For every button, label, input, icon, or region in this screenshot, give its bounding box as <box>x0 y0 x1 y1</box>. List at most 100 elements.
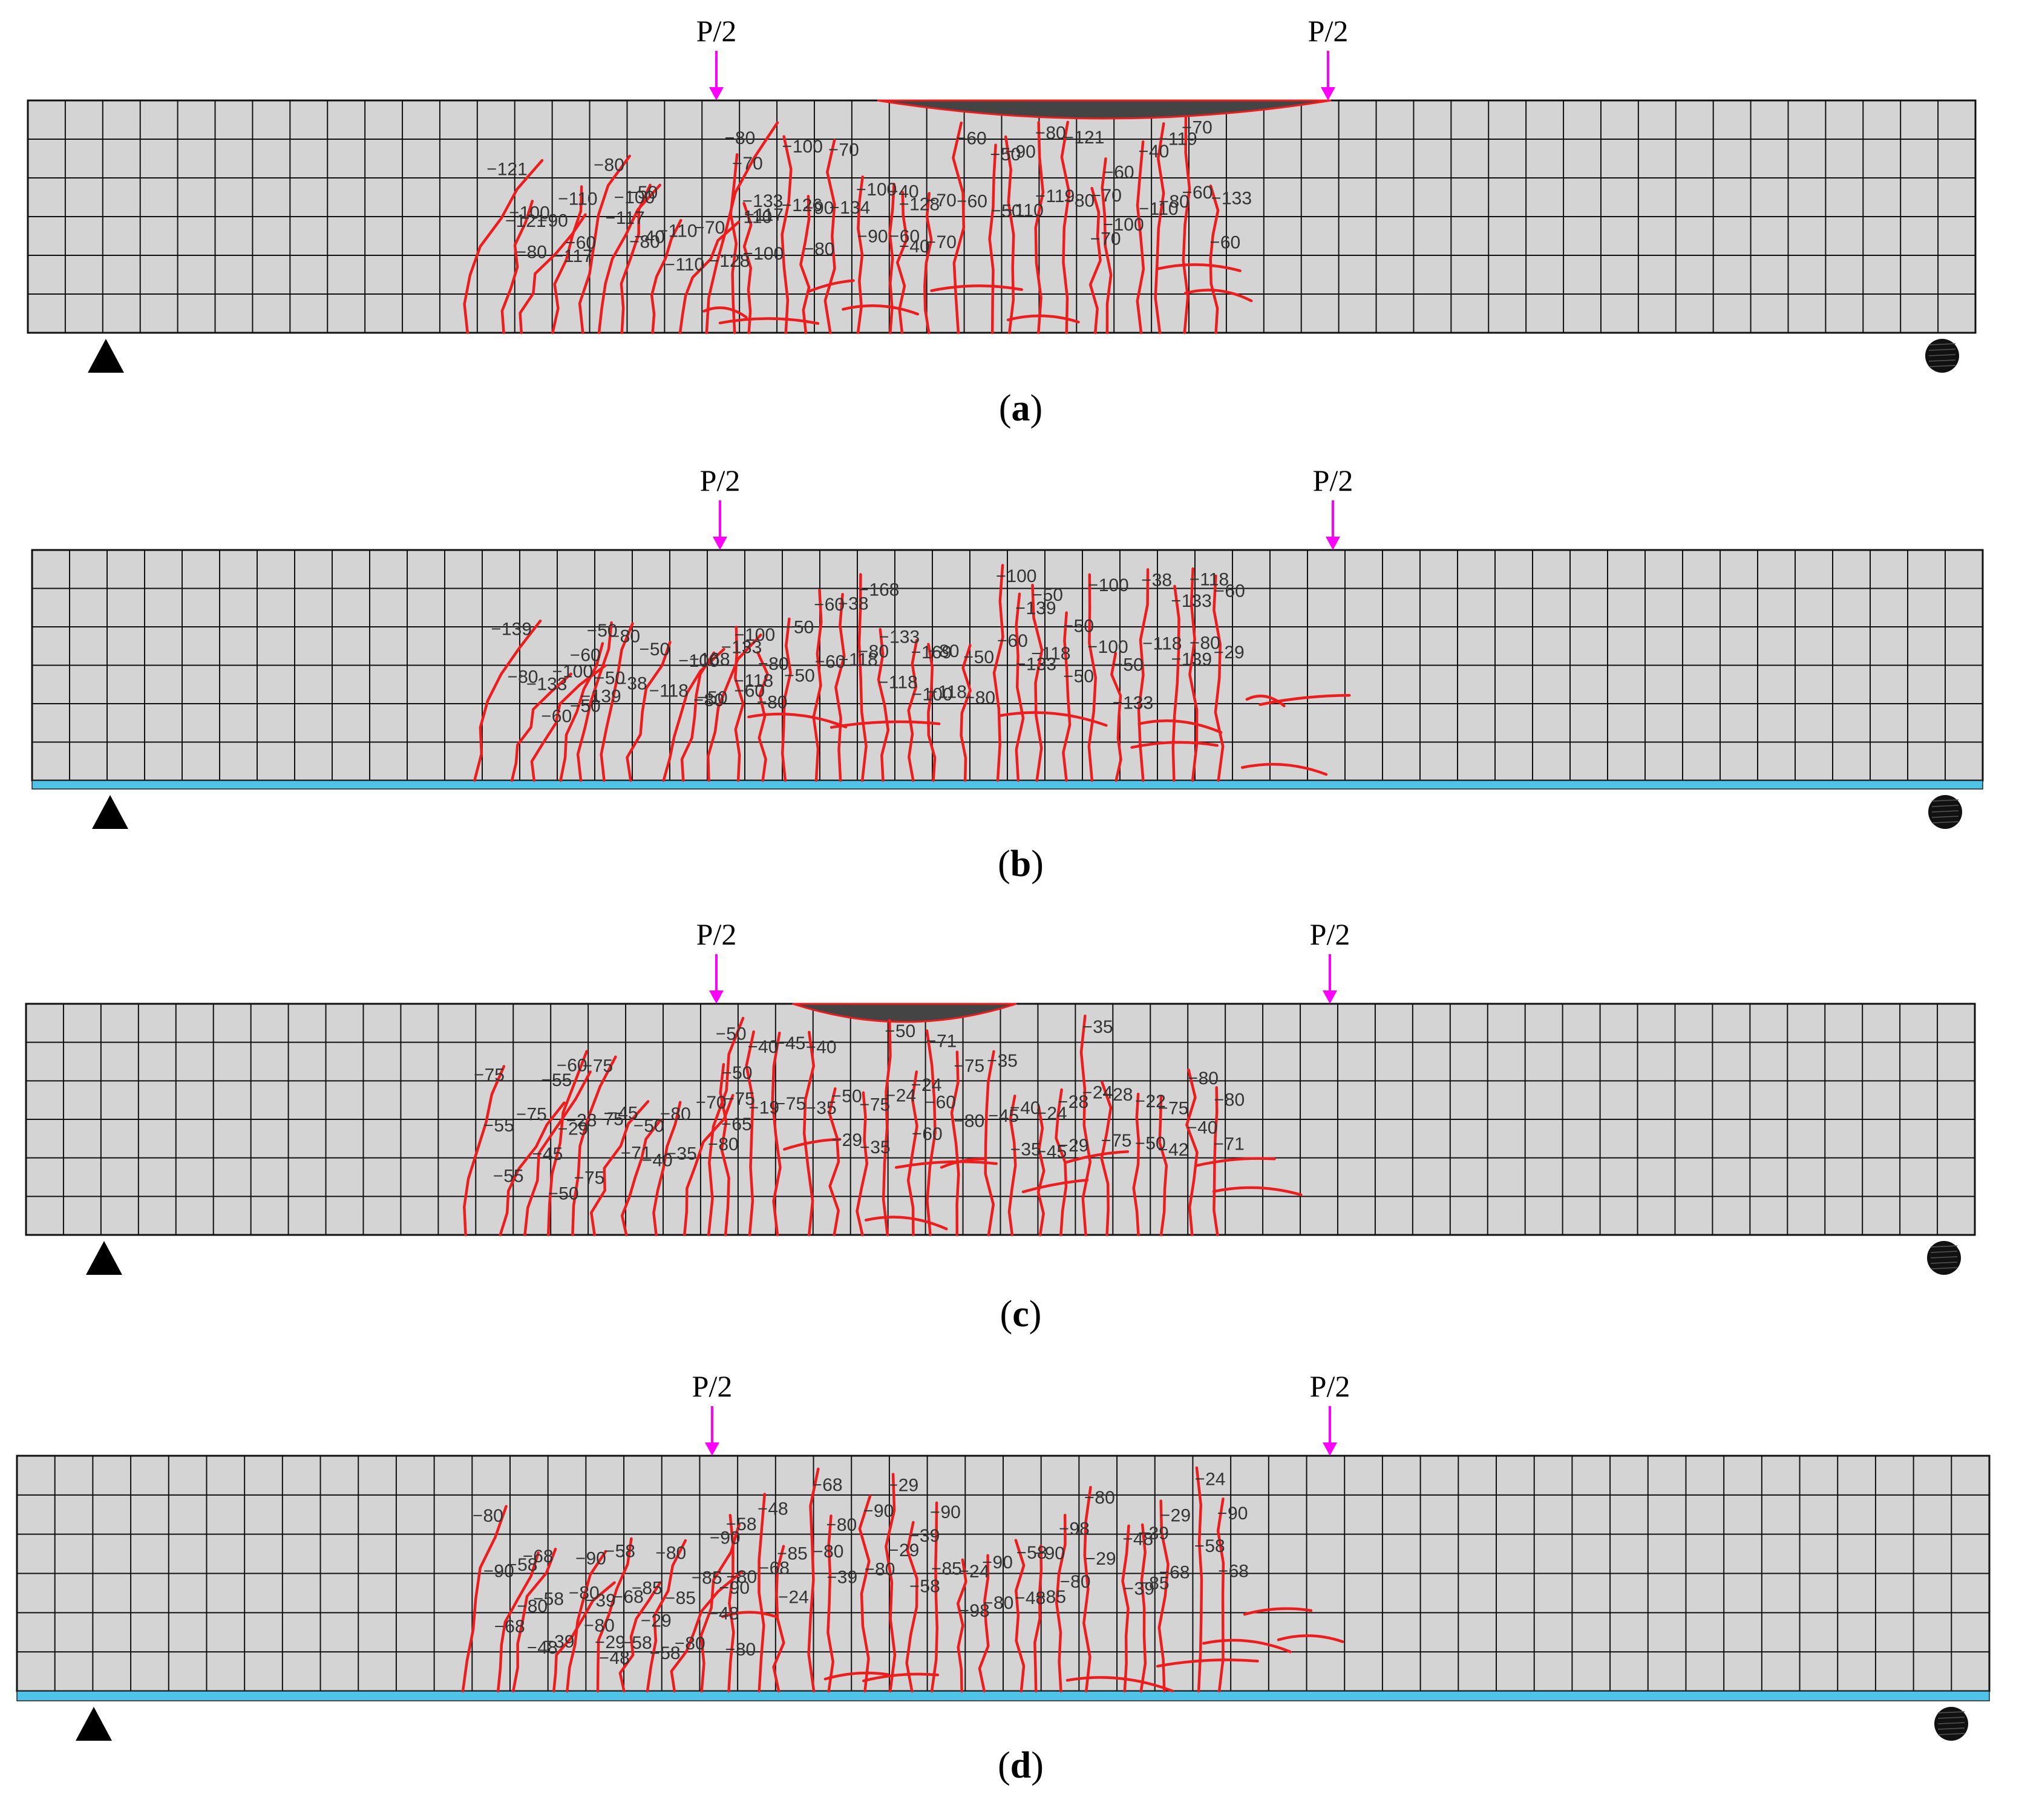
crack-load-label: 80 <box>1070 1572 1090 1592</box>
crack-line <box>812 589 823 782</box>
crack-line <box>960 644 972 782</box>
crack-load-label: 100 <box>923 684 953 704</box>
crack-group <box>461 1466 1344 1693</box>
crack-load-label: 80 <box>527 243 547 263</box>
crack-load-label: 119 <box>1046 186 1075 206</box>
crack-load-label: 118 <box>1153 633 1182 653</box>
crack-load-label: 35 <box>1093 1017 1113 1037</box>
crack-line <box>1136 140 1145 335</box>
crack-line <box>1121 1524 1130 1693</box>
crack-line <box>1132 1092 1140 1237</box>
crack-load-label: 60 <box>552 706 572 726</box>
crack-load-label: 40 <box>758 1037 778 1057</box>
crack-load-label: 50 <box>895 1021 915 1041</box>
crack-line <box>807 1467 820 1693</box>
crack-load-label: 90 <box>868 226 888 246</box>
crack-load-label: 139 <box>502 619 532 639</box>
crack-load-label: 100 <box>793 137 823 157</box>
crack-line <box>950 1050 960 1237</box>
crack-line <box>927 643 937 782</box>
crack-load-label: 40 <box>816 1038 836 1058</box>
pin-support <box>92 795 128 829</box>
load-label: P/2 <box>696 14 737 48</box>
crack-line <box>807 279 855 293</box>
crack-line <box>1157 263 1242 272</box>
crack-load-label: 50 <box>1074 617 1094 637</box>
crack-load-label: 80 <box>620 627 640 647</box>
crack-load-label: 80 <box>594 1615 614 1635</box>
crack-line <box>923 192 933 335</box>
crack-load-label: 60 <box>966 128 986 148</box>
crack-line <box>734 626 745 782</box>
crack-group <box>463 1014 1303 1237</box>
crack-line <box>1195 1466 1203 1693</box>
crack-load-label: 58 <box>632 1633 652 1653</box>
crack-load-label: 75 <box>735 1089 754 1109</box>
load-arrow-head <box>1323 990 1337 1004</box>
crack-load-label: 80 <box>869 642 889 662</box>
crack-load-label: 50 <box>644 1116 664 1136</box>
crack-line <box>718 317 820 325</box>
roller-support <box>1934 1707 1968 1741</box>
crack-load-label: 80 <box>993 1593 1013 1613</box>
crack-line <box>721 1611 778 1619</box>
crack-line <box>1065 1676 1174 1692</box>
roller-hatch <box>1937 1733 1965 1735</box>
crack-line <box>1157 1499 1170 1693</box>
crack-line <box>620 183 652 335</box>
load-arrow-head <box>1326 537 1340 550</box>
crack-load-label: 45 <box>618 1103 638 1123</box>
roller-hatch <box>1930 1256 1958 1259</box>
crack-line <box>1158 1095 1168 1237</box>
crack-load-label: 50 <box>1074 667 1094 687</box>
crack-line <box>772 1545 785 1693</box>
crack-load-label: 50 <box>1123 655 1143 675</box>
crack-load-label: 60 <box>825 595 845 615</box>
crack-load-label: 117 <box>564 246 593 266</box>
crack-load-label: 121 <box>516 211 546 231</box>
crack-load-label: 118 <box>1042 644 1071 664</box>
crack-line <box>496 1551 540 1693</box>
crack-line <box>1202 1638 1292 1654</box>
crack-load-label: 71 <box>937 1031 957 1051</box>
crack-line <box>1182 115 1191 335</box>
crack-load-label: 68 <box>770 1558 790 1578</box>
crack-load-label: 80 <box>975 688 995 708</box>
roller-hatch <box>1931 816 1959 818</box>
crack-line <box>680 651 716 782</box>
crack-load-label: 39 <box>1149 1524 1169 1543</box>
load-arrow-head <box>709 990 724 1004</box>
crack-load-label: 35 <box>998 1051 1018 1071</box>
crack-load-label: 60 <box>745 681 765 701</box>
crack-load-label: 29 <box>899 1540 919 1560</box>
crack-load-label: 29 <box>1171 1505 1191 1525</box>
beam-caption: (d) <box>998 1745 1044 1786</box>
roller-hatch <box>1930 1251 1958 1253</box>
crack-load-label: 28 <box>1113 1085 1133 1105</box>
crack-line <box>842 304 920 316</box>
crack-line <box>1079 1014 1092 1237</box>
crack-load-label: 24 <box>969 1562 989 1582</box>
crack-line <box>1194 1157 1276 1167</box>
crack-load-label: 90 <box>1228 1504 1248 1524</box>
crack-load-label: 80 <box>640 232 659 252</box>
pin-support <box>86 1241 122 1275</box>
crack-line <box>930 1501 939 1693</box>
crack-load-label: 85 <box>642 1579 662 1599</box>
crack-load-label: 121 <box>497 159 528 179</box>
crack-load-label: 80 <box>518 667 538 687</box>
crack-line <box>461 1505 508 1693</box>
crack-load-label: 139 <box>1182 649 1212 669</box>
beam-grid <box>17 1456 1989 1691</box>
crack-load-label: 39 <box>920 1526 940 1546</box>
crack-load-label: 80 <box>1075 191 1095 211</box>
crack-line <box>906 1070 918 1237</box>
crack-load-label: 139 <box>591 687 621 707</box>
crack-load-label: 75 <box>964 1056 984 1076</box>
crack-line <box>707 1016 745 1237</box>
crack-load-label: 90 <box>940 1502 960 1522</box>
crack-load-label: 70 <box>1101 229 1121 249</box>
crack-load-label: 70 <box>1102 186 1122 206</box>
